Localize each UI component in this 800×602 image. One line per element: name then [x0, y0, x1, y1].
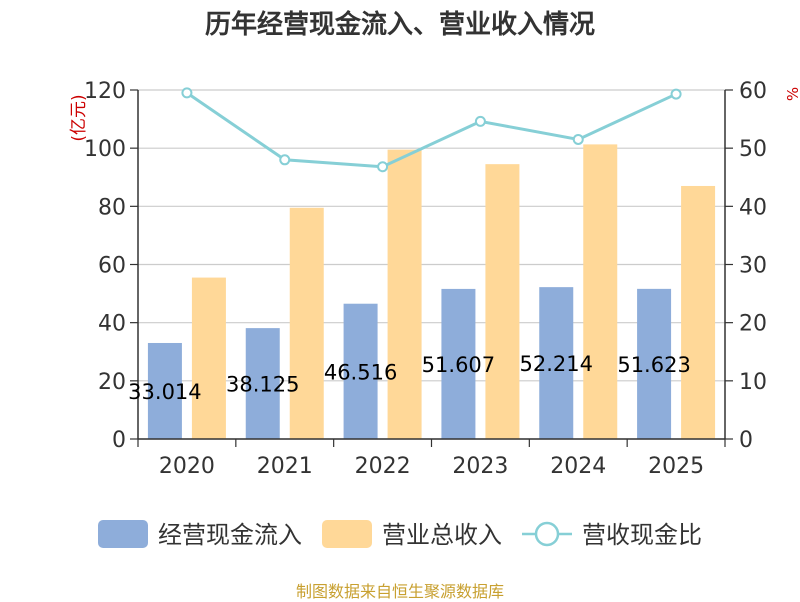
x-tick-label: 2020: [159, 454, 215, 479]
bar-cash-inflow: [637, 288, 672, 439]
y-right-tick-label: 30: [739, 254, 767, 279]
ratio-line: [181, 87, 682, 173]
y-right-tick-label: 20: [739, 312, 767, 337]
y-tick-label: 100: [84, 137, 126, 162]
data-label-cash-inflow: 51.607: [422, 353, 495, 377]
x-tick-label: 2024: [550, 454, 606, 479]
ratio-point: [572, 133, 584, 145]
data-label-cash-inflow: 52.214: [520, 352, 593, 376]
y-right-tick-label: 50: [739, 137, 767, 162]
y-right-tick-label: 10: [739, 370, 767, 395]
ratio-point: [670, 88, 682, 100]
legend-label-ratio: 营收现金比: [582, 521, 702, 549]
bar-cash-inflow: [147, 342, 182, 439]
x-tick-label: 2021: [257, 454, 313, 479]
bar-cash-inflow: [539, 287, 574, 439]
data-label-cash-inflow: 38.125: [226, 373, 299, 397]
bars: [147, 144, 716, 439]
x-tick-label: 2025: [648, 454, 704, 479]
y-right-tick-label: 40: [739, 195, 767, 220]
y-axis-right-title: %: [784, 87, 800, 101]
y-axis-title: (亿元): [69, 94, 89, 141]
bar-revenue: [485, 164, 520, 439]
y-tick-label: 0: [112, 428, 126, 453]
legend-label-revenue: 营业总收入: [382, 521, 502, 549]
ratio-point: [377, 161, 389, 173]
bar-revenue: [681, 185, 716, 439]
y-tick-label: 120: [84, 79, 126, 104]
bar-revenue: [583, 144, 618, 439]
legend-label-cash-inflow: 经营现金流入: [158, 521, 302, 549]
bar-cash-inflow: [343, 303, 378, 439]
legend: 经营现金流入 营业总收入 营收现金比: [98, 520, 702, 549]
chart-title: 历年经营现金流入、营业收入情况: [204, 10, 595, 40]
data-label-cash-inflow: 33.014: [128, 380, 201, 404]
y-tick-label: 40: [98, 312, 126, 337]
source-footer: 制图数据来自恒生聚源数据库: [295, 582, 504, 601]
data-label-cash-inflow: 51.623: [617, 353, 690, 377]
bar-revenue: [289, 207, 324, 439]
x-tick-label: 2023: [452, 454, 508, 479]
x-tick-label: 2022: [355, 454, 411, 479]
ratio-point: [474, 115, 486, 127]
legend-marker-ratio: [534, 521, 560, 547]
y-tick-label: 80: [98, 195, 126, 220]
ratio-point: [181, 87, 193, 99]
ratio-point: [279, 154, 291, 166]
bar-cash-inflow: [245, 328, 280, 439]
bar-revenue: [387, 149, 422, 439]
axes: 0 20 40 60 80 100 120 0 10 20 30 40 50 60 (亿元)% 2020 202…: [69, 79, 800, 479]
y-right-tick-label: 0: [739, 428, 753, 453]
data-label-cash-inflow: 46.516: [324, 360, 397, 384]
bar-revenue: [191, 277, 226, 439]
y-tick-label: 20: [98, 370, 126, 395]
data-labels: 33.014 38.125 46.516 51.607 52.214 51.623: [128, 352, 691, 404]
y-tick-label: 60: [98, 254, 126, 279]
y-right-tick-label: 60: [739, 79, 767, 104]
bar-cash-inflow: [441, 288, 476, 439]
legend-swatch-cash-inflow: [98, 520, 148, 548]
ratio-line-path: [186, 91, 677, 169]
legend-swatch-revenue: [322, 520, 372, 548]
